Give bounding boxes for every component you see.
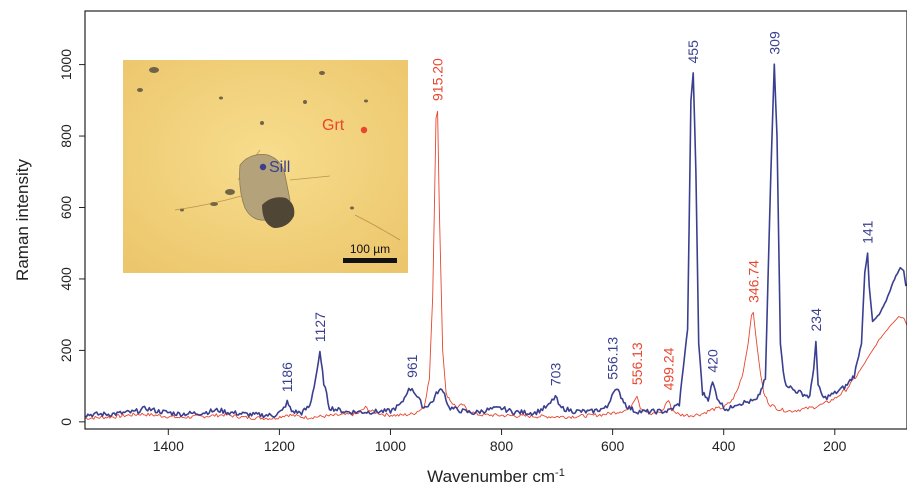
dark-grain: [262, 197, 295, 228]
y-tick-label: 800: [58, 124, 74, 148]
y-tick-label: 1000: [58, 49, 74, 80]
y-tick-label: 200: [58, 339, 74, 363]
sill-point-marker: [259, 163, 267, 171]
y-axis-title: Raman intensity: [13, 159, 32, 281]
y-tick-label: 400: [58, 267, 74, 291]
y-axis-ticks: 0 200 400 600 800 1000: [58, 49, 85, 426]
scale-bar: [343, 258, 397, 263]
series-layer: [84, 63, 907, 421]
x-tick-label: 1200: [264, 438, 295, 454]
inset-label-sill: Sill: [269, 159, 290, 176]
x-tick-label: 400: [712, 438, 736, 454]
peak-label-grt: 915.20: [430, 58, 446, 101]
peak-labels: 1186 1127 961 703 556.13 420 455 309 234 141 915.2…: [279, 31, 875, 392]
peak-label-sill: 961: [404, 354, 420, 378]
peak-label-sill: 234: [808, 308, 824, 332]
y-tick-label: 0: [58, 418, 74, 426]
peak-label-sill: 455: [685, 40, 701, 64]
inset-micrograph: Grt Sill 100 µm: [123, 60, 408, 273]
grt-point-marker: [360, 126, 368, 134]
series-line-sill: [84, 63, 907, 419]
x-tick-label: 600: [601, 438, 625, 454]
inset-inclusions: [137, 67, 368, 212]
x-tick-label: 1400: [153, 438, 184, 454]
peak-label-sill: 141: [860, 220, 876, 244]
x-tick-label: 800: [490, 438, 514, 454]
plot-frame: [84, 10, 907, 430]
peak-label-grt: 556.13: [629, 342, 645, 385]
peak-label-sill: 1186: [279, 362, 295, 392]
peak-label-sill: 703: [547, 363, 563, 387]
peak-label-sill: 309: [766, 31, 782, 55]
peak-label-sill: 556.13: [605, 337, 621, 380]
peak-label-sill: 420: [705, 349, 721, 373]
inset-label-grt: Grt: [322, 117, 345, 134]
peak-label-sill: 1127: [312, 312, 328, 342]
x-tick-label: 1000: [375, 438, 406, 454]
y-tick-label: 600: [58, 196, 74, 220]
peak-label-grt: 346.74: [745, 260, 761, 303]
scale-bar-label: 100 µm: [350, 242, 390, 256]
x-axis-title: Wavenumber cm-1: [427, 467, 565, 486]
x-tick-label: 200: [823, 438, 847, 454]
x-axis-ticks: 1400 1200 1000 800 600 400 200: [153, 429, 847, 454]
series-line-grt: [84, 110, 907, 421]
peak-label-grt: 499.24: [661, 347, 677, 390]
